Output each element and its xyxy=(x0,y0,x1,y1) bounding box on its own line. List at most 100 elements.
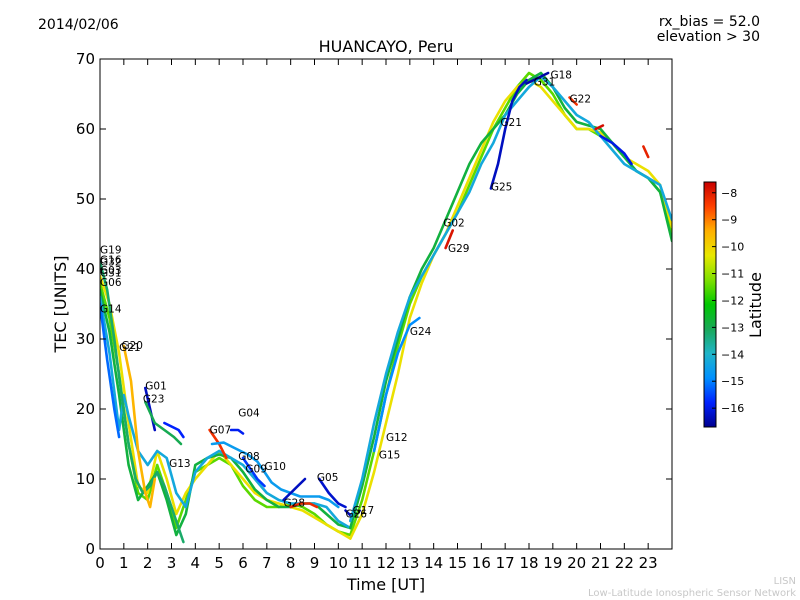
satellite-label: G26 xyxy=(345,509,367,521)
series-eve-seg xyxy=(594,124,605,131)
series-night-lat-2 xyxy=(100,274,352,540)
satellite-label: G10 xyxy=(264,461,286,473)
satellite-label: G14 xyxy=(100,303,122,315)
colorbar-tick-label: −8 xyxy=(721,187,737,200)
satellite-label: G21 xyxy=(500,117,522,129)
series-G10 xyxy=(282,477,307,502)
x-tick-label: 18 xyxy=(519,554,538,572)
plot-frame xyxy=(99,58,673,550)
series-G02-seg xyxy=(444,229,454,250)
series-day-lat-1 xyxy=(349,71,672,537)
x-tick-label: 22 xyxy=(615,554,634,572)
satellite-label: G15 xyxy=(379,450,401,462)
satellite-label: G06 xyxy=(100,277,122,289)
satellite-label: G05 xyxy=(317,472,339,484)
satellite-label: G21 xyxy=(119,342,141,354)
satellite-label: G04 xyxy=(238,408,260,420)
colorbar-tick-label: −14 xyxy=(721,348,744,361)
series-G05 xyxy=(318,477,347,509)
x-tick-label: 12 xyxy=(376,554,395,572)
colorbar xyxy=(703,181,717,428)
x-tick-label: 8 xyxy=(286,554,296,572)
x-tick-label: 2 xyxy=(143,554,153,572)
series-G24 xyxy=(372,316,421,453)
credit-long: Low-Latitude Ionospheric Sensor Network xyxy=(588,588,796,599)
colorbar-tick-label: −11 xyxy=(721,268,744,281)
x-tick-label: 4 xyxy=(191,554,201,572)
x-tick-label: 7 xyxy=(262,554,272,572)
y-tick-label: 70 xyxy=(76,50,95,68)
satellite-label: G01 xyxy=(145,380,167,392)
series-G20-G31 xyxy=(122,344,157,509)
satellite-label: G32 xyxy=(100,257,122,269)
x-tick-label: 23 xyxy=(639,554,658,572)
x-tick-label: 13 xyxy=(400,554,419,572)
series-G04 xyxy=(210,441,340,509)
x-tick-label: 21 xyxy=(591,554,610,572)
x-tick-label: 9 xyxy=(310,554,320,572)
series-G19-G32-G03-G06 xyxy=(100,260,185,544)
series-G08 xyxy=(241,456,266,488)
satellite-label: G25 xyxy=(491,182,513,194)
satellite-label: G08 xyxy=(238,451,260,463)
series-late-seg xyxy=(642,145,650,159)
x-tick-label: 1 xyxy=(119,554,129,572)
series-G25 xyxy=(489,78,528,190)
colorbar-tick-label: −13 xyxy=(721,321,744,334)
colorbar-tick-label: −10 xyxy=(721,241,744,254)
x-tick-label: 6 xyxy=(238,554,248,572)
satellite-label: G03 xyxy=(100,265,122,277)
credit-short: LISN xyxy=(773,576,796,587)
series-night-lat-3 xyxy=(100,288,352,537)
x-tick-label: 16 xyxy=(472,554,491,572)
y-tick-label: 60 xyxy=(76,120,95,138)
y-tick-label: 40 xyxy=(76,260,95,278)
series-G28 xyxy=(289,502,319,509)
colorbar-tick-label: −16 xyxy=(721,402,744,415)
satellite-label: G02 xyxy=(443,217,465,229)
ticks-layer: 0 1 2 3 4 5 6 7 8 9 10 11 12 13 14 15 16 17 18 19 20 21 22 2301… xyxy=(76,50,672,572)
x-tick-label: 3 xyxy=(167,554,177,572)
y-tick-label: 50 xyxy=(76,190,95,208)
series-G01 xyxy=(144,386,157,432)
colorbar-ticks: −8 −9 −10 −11 −12 −13 −14 −15 −16 xyxy=(712,187,744,415)
satellite-label: G24 xyxy=(410,326,432,338)
y-axis-label: TEC [UNITS] xyxy=(51,256,70,354)
series-G22 xyxy=(568,96,578,106)
y-tick-label: 10 xyxy=(76,470,95,488)
x-tick-label: 10 xyxy=(329,554,348,572)
x-tick-label: 0 xyxy=(95,554,105,572)
colorbar-tick-label: −9 xyxy=(721,214,737,227)
series-G18 xyxy=(525,71,550,85)
x-tick-label: 15 xyxy=(448,554,467,572)
satellite-label: G22 xyxy=(570,93,592,105)
date-label: 2014/02/06 xyxy=(38,17,119,33)
satellite-label: G07 xyxy=(210,425,232,437)
annotation-layer: G19G16G32G03G31G06G14G20G21G01G23G13G07G… xyxy=(100,70,591,521)
satellite-label: G17 xyxy=(353,505,375,517)
rx-bias-label: rx_bias = 52.0 xyxy=(658,14,760,30)
y-tick-label: 0 xyxy=(85,540,95,558)
satellite-label: G09 xyxy=(245,464,267,476)
x-axis-label: Time [UT] xyxy=(346,575,425,594)
satellite-label: G29 xyxy=(448,243,470,255)
x-tick-label: 14 xyxy=(424,554,443,572)
x-tick-label: 17 xyxy=(496,554,515,572)
x-tick-label: 11 xyxy=(353,554,372,572)
satellite-label: G23 xyxy=(143,394,165,406)
series-G14 xyxy=(100,302,121,439)
satellite-label: G13 xyxy=(169,458,191,470)
satellite-label: G20 xyxy=(121,340,143,352)
x-tick-label: 5 xyxy=(214,554,224,572)
satellite-label: G19 xyxy=(100,245,122,257)
series-G04-tail xyxy=(229,428,245,435)
series-G13 xyxy=(163,421,185,439)
satellite-label: G12 xyxy=(386,432,408,444)
elevation-label: elevation > 30 xyxy=(656,29,760,45)
colorbar-tick-label: −12 xyxy=(721,294,744,307)
satellite-label: G31 xyxy=(534,77,556,89)
satellite-label: G18 xyxy=(550,70,572,82)
series-G23 xyxy=(144,400,183,446)
y-tick-label: 20 xyxy=(76,400,95,418)
